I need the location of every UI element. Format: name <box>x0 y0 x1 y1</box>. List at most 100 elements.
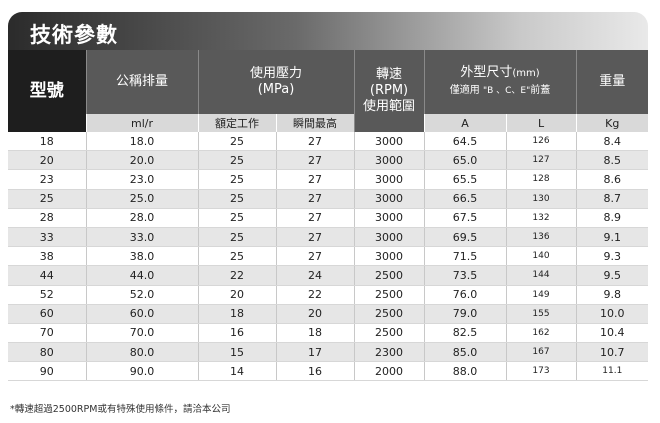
cell-model: 70 <box>8 323 86 344</box>
cell-dim-l: 130 <box>505 189 577 209</box>
header-pressure: 使用壓力 (MPa) <box>197 50 355 114</box>
cell-peak-pressure: 27 <box>275 246 355 267</box>
header-dims-unit: (mm) <box>512 68 540 79</box>
subheader-dim-a: A <box>423 114 507 132</box>
cell-displacement: 38.0 <box>85 246 198 267</box>
cell-model: 25 <box>8 189 86 209</box>
cell-weight: 8.7 <box>575 189 649 209</box>
cell-rated-pressure: 25 <box>197 208 276 228</box>
cell-dim-l: 132 <box>505 208 577 228</box>
cell-weight: 11.1 <box>575 361 649 382</box>
cell-dim-a: 88.0 <box>423 361 507 382</box>
cell-weight: 8.5 <box>575 150 649 171</box>
cell-weight: 9.1 <box>575 227 649 248</box>
header-speed-range: 使用範圍 <box>363 99 416 114</box>
header-dims-note-b: "B 、C、E" <box>482 86 531 96</box>
cell-displacement: 25.0 <box>85 189 198 209</box>
cell-rated-pressure: 25 <box>197 150 276 171</box>
header-speed-label: 轉速 <box>376 67 403 82</box>
cell-rated-pressure: 22 <box>197 265 276 286</box>
cell-speed: 2500 <box>353 265 425 286</box>
header-model: 型號 <box>8 50 86 132</box>
cell-displacement: 28.0 <box>85 208 198 228</box>
header-dims-label: 外型尺寸 <box>460 65 513 80</box>
spec-table: 型號 公稱排量 使用壓力 (MPa) 轉速 (RPM) 使用範圍 外型尺寸(mm… <box>8 50 649 382</box>
table-row: 25 25.0 25 27 3000 66.5 130 8.7 <box>8 189 649 209</box>
cell-rated-pressure: 15 <box>197 342 276 363</box>
cell-dim-a: 82.5 <box>423 323 507 344</box>
cell-dim-l: 167 <box>505 342 577 363</box>
cell-model: 20 <box>8 150 86 171</box>
cell-displacement: 20.0 <box>85 150 198 171</box>
cell-peak-pressure: 18 <box>275 323 355 344</box>
cell-displacement: 90.0 <box>85 361 198 382</box>
cell-peak-pressure: 27 <box>275 169 355 190</box>
cell-model: 28 <box>8 208 86 228</box>
cell-weight: 10.7 <box>575 342 649 363</box>
spec-table-body: 18 18.0 25 27 3000 64.5 126 8.4 20 20.0 25 27 3000 65… <box>8 132 649 382</box>
cell-peak-pressure: 20 <box>275 304 355 324</box>
cell-speed: 2000 <box>353 361 425 382</box>
cell-model: 33 <box>8 227 86 248</box>
cell-speed: 3000 <box>353 169 425 190</box>
cell-dim-l: 128 <box>505 169 577 190</box>
cell-rated-pressure: 18 <box>197 304 276 324</box>
cell-speed: 2500 <box>353 285 425 305</box>
cell-dim-l: 173 <box>505 361 577 382</box>
header-dimensions: 外型尺寸(mm) 僅適用 "B 、C、E"前蓋 <box>423 50 577 114</box>
cell-displacement: 33.0 <box>85 227 198 248</box>
cell-model: 18 <box>8 132 86 152</box>
cell-peak-pressure: 27 <box>275 208 355 228</box>
cell-speed: 3000 <box>353 150 425 171</box>
cell-model: 60 <box>8 304 86 324</box>
table-row: 70 70.0 16 18 2500 82.5 162 10.4 <box>8 323 649 344</box>
cell-dim-l: 140 <box>505 246 577 267</box>
cell-peak-pressure: 27 <box>275 189 355 209</box>
subheader-dim-l: L <box>505 114 577 132</box>
cell-model: 52 <box>8 285 86 305</box>
cell-dim-a: 79.0 <box>423 304 507 324</box>
cell-dim-l: 136 <box>505 227 577 248</box>
cell-displacement: 70.0 <box>85 323 198 344</box>
cell-dim-a: 67.5 <box>423 208 507 228</box>
subheader-displacement-unit: ml/r <box>85 114 198 132</box>
cell-dim-l: 127 <box>505 150 577 171</box>
cell-weight: 9.3 <box>575 246 649 267</box>
cell-model: 23 <box>8 169 86 190</box>
cell-speed: 2500 <box>353 304 425 324</box>
header-displacement: 公稱排量 <box>85 50 198 114</box>
cell-dim-a: 71.5 <box>423 246 507 267</box>
table-row: 33 33.0 25 27 3000 69.5 136 9.1 <box>8 227 649 248</box>
cell-rated-pressure: 14 <box>197 361 276 382</box>
cell-displacement: 60.0 <box>85 304 198 324</box>
table-row: 90 90.0 14 16 2000 88.0 173 11.1 <box>8 361 649 382</box>
cell-rated-pressure: 20 <box>197 285 276 305</box>
table-row: 52 52.0 20 22 2500 76.0 149 9.8 <box>8 285 649 305</box>
cell-weight: 8.9 <box>575 208 649 228</box>
cell-dim-a: 69.5 <box>423 227 507 248</box>
cell-dim-a: 73.5 <box>423 265 507 286</box>
footnote: *轉速超過2500RPM或有特殊使用條件，請洽本公司 <box>10 404 231 415</box>
header-pressure-unit: (MPa) <box>257 82 295 97</box>
cell-rated-pressure: 25 <box>197 227 276 248</box>
cell-dim-a: 76.0 <box>423 285 507 305</box>
cell-weight: 10.0 <box>575 304 649 324</box>
cell-model: 80 <box>8 342 86 363</box>
cell-rated-pressure: 25 <box>197 189 276 209</box>
cell-speed: 2500 <box>353 323 425 344</box>
cell-displacement: 44.0 <box>85 265 198 286</box>
subheader-weight-unit: Kg <box>575 114 649 132</box>
table-row: 44 44.0 22 24 2500 73.5 144 9.5 <box>8 265 649 286</box>
cell-weight: 8.6 <box>575 169 649 190</box>
table-row: 80 80.0 15 17 2300 85.0 167 10.7 <box>8 342 649 363</box>
cell-rated-pressure: 25 <box>197 132 276 152</box>
cell-displacement: 23.0 <box>85 169 198 190</box>
table-row: 28 28.0 25 27 3000 67.5 132 8.9 <box>8 208 649 228</box>
cell-model: 90 <box>8 361 86 382</box>
table-row: 60 60.0 18 20 2500 79.0 155 10.0 <box>8 304 649 324</box>
header-row-main: 型號 公稱排量 使用壓力 (MPa) 轉速 (RPM) 使用範圍 外型尺寸(mm… <box>8 50 649 132</box>
cell-dim-a: 65.0 <box>423 150 507 171</box>
cell-dim-l: 155 <box>505 304 577 324</box>
cell-dim-a: 85.0 <box>423 342 507 363</box>
cell-peak-pressure: 17 <box>275 342 355 363</box>
